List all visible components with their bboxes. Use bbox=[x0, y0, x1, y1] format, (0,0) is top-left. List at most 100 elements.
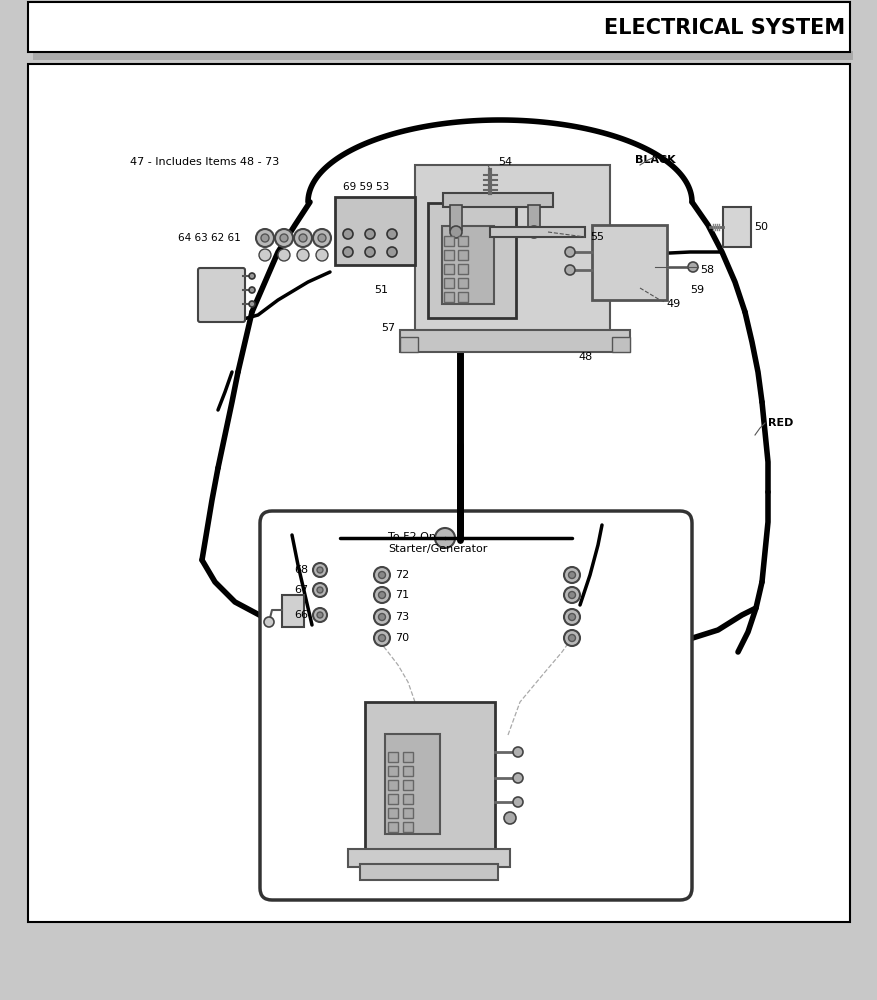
Text: 69 59 53: 69 59 53 bbox=[343, 182, 389, 192]
Circle shape bbox=[435, 528, 455, 548]
Circle shape bbox=[313, 608, 327, 622]
Text: 64 63 62 61: 64 63 62 61 bbox=[178, 233, 241, 243]
Circle shape bbox=[374, 567, 390, 583]
Bar bbox=[490, 227, 585, 237]
Circle shape bbox=[256, 229, 274, 247]
Circle shape bbox=[249, 273, 255, 279]
Circle shape bbox=[513, 797, 523, 807]
Circle shape bbox=[317, 587, 323, 593]
Text: 66: 66 bbox=[294, 610, 308, 620]
Bar bbox=[415, 165, 610, 335]
Circle shape bbox=[249, 301, 255, 307]
Circle shape bbox=[294, 229, 312, 247]
Bar bbox=[723, 207, 751, 247]
Text: 55: 55 bbox=[590, 232, 604, 242]
Circle shape bbox=[365, 229, 375, 239]
Bar bbox=[444, 250, 454, 260]
Circle shape bbox=[365, 247, 375, 257]
Circle shape bbox=[259, 249, 271, 261]
Bar bbox=[28, 64, 850, 922]
Bar bbox=[388, 808, 398, 818]
Text: 51: 51 bbox=[374, 285, 388, 295]
Circle shape bbox=[343, 247, 353, 257]
Circle shape bbox=[568, 572, 575, 578]
Circle shape bbox=[318, 234, 326, 242]
Text: 57: 57 bbox=[381, 323, 395, 333]
Bar bbox=[403, 780, 413, 790]
Bar bbox=[458, 278, 468, 288]
Bar bbox=[403, 752, 413, 762]
Text: 58: 58 bbox=[700, 265, 714, 275]
Text: 71: 71 bbox=[395, 590, 410, 600]
Circle shape bbox=[379, 635, 386, 642]
Circle shape bbox=[313, 563, 327, 577]
Circle shape bbox=[297, 249, 309, 261]
Text: 59: 59 bbox=[690, 285, 704, 295]
FancyBboxPatch shape bbox=[198, 268, 245, 322]
Bar bbox=[444, 292, 454, 302]
Bar bbox=[612, 337, 630, 352]
Bar bbox=[388, 780, 398, 790]
Circle shape bbox=[249, 287, 255, 293]
Text: 67: 67 bbox=[294, 585, 308, 595]
Text: BLACK: BLACK bbox=[635, 155, 675, 165]
Circle shape bbox=[379, 591, 386, 598]
Circle shape bbox=[513, 773, 523, 783]
Circle shape bbox=[513, 747, 523, 757]
Circle shape bbox=[299, 234, 307, 242]
Circle shape bbox=[278, 249, 290, 261]
Bar bbox=[400, 337, 418, 352]
Circle shape bbox=[275, 229, 293, 247]
Circle shape bbox=[504, 812, 516, 824]
Bar bbox=[528, 205, 540, 230]
Bar bbox=[388, 822, 398, 832]
FancyBboxPatch shape bbox=[260, 511, 692, 900]
Text: 68: 68 bbox=[294, 565, 308, 575]
Text: 54: 54 bbox=[498, 157, 512, 167]
Circle shape bbox=[568, 591, 575, 598]
Circle shape bbox=[564, 630, 580, 646]
Circle shape bbox=[317, 612, 323, 618]
Circle shape bbox=[374, 587, 390, 603]
Bar bbox=[458, 292, 468, 302]
Circle shape bbox=[280, 234, 288, 242]
Bar bbox=[443, 193, 553, 207]
Bar bbox=[403, 766, 413, 776]
Bar bbox=[360, 864, 498, 880]
Circle shape bbox=[343, 229, 353, 239]
Text: 49: 49 bbox=[666, 299, 681, 309]
Bar bbox=[28, 2, 850, 52]
Circle shape bbox=[565, 265, 575, 275]
Circle shape bbox=[374, 630, 390, 646]
Circle shape bbox=[313, 229, 331, 247]
Circle shape bbox=[387, 229, 397, 239]
Text: RED: RED bbox=[768, 418, 794, 428]
Bar bbox=[428, 203, 516, 318]
Bar bbox=[458, 250, 468, 260]
Bar bbox=[388, 766, 398, 776]
Text: 73: 73 bbox=[395, 612, 410, 622]
Bar bbox=[282, 595, 304, 627]
Circle shape bbox=[564, 609, 580, 625]
Text: 47 - Includes Items 48 - 73: 47 - Includes Items 48 - 73 bbox=[130, 157, 279, 167]
Bar bbox=[348, 849, 510, 867]
Text: 70: 70 bbox=[395, 633, 410, 643]
Circle shape bbox=[450, 226, 462, 238]
Bar bbox=[403, 808, 413, 818]
Circle shape bbox=[568, 635, 575, 642]
Circle shape bbox=[387, 247, 397, 257]
Bar bbox=[400, 330, 630, 352]
Bar bbox=[444, 278, 454, 288]
Circle shape bbox=[528, 226, 540, 238]
Bar bbox=[444, 264, 454, 274]
Text: 50: 50 bbox=[754, 222, 768, 232]
Circle shape bbox=[379, 613, 386, 620]
Bar bbox=[365, 702, 495, 852]
Circle shape bbox=[564, 587, 580, 603]
Circle shape bbox=[568, 613, 575, 620]
Bar bbox=[458, 264, 468, 274]
Bar bbox=[403, 794, 413, 804]
Bar bbox=[444, 236, 454, 246]
Circle shape bbox=[317, 567, 323, 573]
Bar bbox=[388, 794, 398, 804]
